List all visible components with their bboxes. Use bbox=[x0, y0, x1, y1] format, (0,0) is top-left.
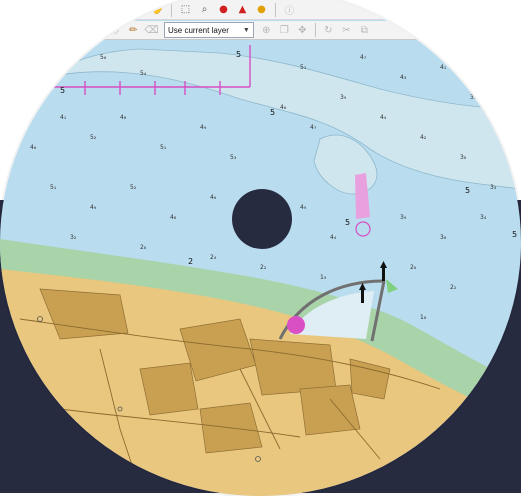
depth-label: 5 bbox=[345, 218, 350, 227]
depth-label: 5 bbox=[42, 86, 47, 95]
svg-text:3₆: 3₆ bbox=[440, 234, 447, 241]
toolbar-separator bbox=[275, 2, 276, 17]
svg-text:4₈: 4₈ bbox=[170, 214, 177, 221]
depth-label: 2 bbox=[188, 257, 193, 266]
svg-text:4₄: 4₄ bbox=[380, 114, 387, 121]
svg-text:4₆: 4₆ bbox=[210, 194, 217, 201]
selection-icon[interactable]: ⬚ bbox=[180, 4, 191, 15]
green-buoy bbox=[386, 279, 398, 293]
svg-text:2₆: 2₆ bbox=[410, 264, 417, 271]
svg-text:4₉: 4₉ bbox=[300, 204, 307, 211]
chevron-down-icon: ▼ bbox=[242, 26, 250, 34]
magenta-light-symbol bbox=[287, 316, 305, 334]
svg-text:5₆: 5₆ bbox=[100, 54, 107, 61]
svg-text:3₂: 3₂ bbox=[70, 234, 77, 241]
undo-icon[interactable]: ↶ bbox=[115, 4, 124, 15]
svg-text:3₉: 3₉ bbox=[470, 94, 477, 101]
svg-text:5₃: 5₃ bbox=[230, 154, 237, 161]
svg-text:4₁: 4₁ bbox=[440, 64, 447, 71]
edit-icon[interactable]: ✎ bbox=[93, 24, 102, 36]
center-hole bbox=[232, 189, 292, 249]
copy-icon[interactable]: ❐ bbox=[279, 24, 289, 36]
svg-text:4₇: 4₇ bbox=[360, 54, 367, 61]
svg-text:3₈: 3₈ bbox=[460, 154, 467, 161]
svg-text:5₄: 5₄ bbox=[140, 70, 147, 77]
shallow-water-shoal bbox=[39, 48, 521, 190]
node-icon[interactable]: ◇ bbox=[111, 24, 120, 36]
svg-text:4₇: 4₇ bbox=[310, 124, 317, 131]
depth-label: 5 bbox=[60, 86, 65, 95]
snap-icon[interactable]: ⊕ bbox=[262, 24, 271, 36]
layer-select-value: Use current layer bbox=[168, 25, 229, 35]
svg-text:5₂: 5₂ bbox=[90, 134, 97, 141]
pencil-icon[interactable]: ✏ bbox=[129, 24, 138, 36]
built-up-areas bbox=[39, 288, 391, 454]
harbour-pier bbox=[370, 280, 386, 342]
svg-text:4₆: 4₆ bbox=[30, 144, 37, 151]
magenta-area bbox=[355, 173, 370, 219]
info-icon[interactable]: ⓘ bbox=[284, 6, 295, 17]
svg-text:4₄: 4₄ bbox=[330, 234, 337, 241]
svg-text:2₂: 2₂ bbox=[260, 264, 267, 271]
depth-label: 5 bbox=[270, 108, 275, 117]
edit-toolbar: ✎ ◇ ✏ ⌫ Use current layer ▼ ⊕ ❐ ✥ ↻ ✂ ⧉ bbox=[0, 21, 521, 40]
move-icon[interactable]: ✥ bbox=[298, 24, 307, 36]
mooring-buoy-symbol bbox=[355, 221, 371, 237]
limit-line bbox=[40, 45, 251, 95]
layer-select[interactable]: Use current layer ▼ bbox=[164, 22, 254, 38]
toolbar-separator bbox=[171, 2, 172, 17]
svg-text:5₁: 5₁ bbox=[160, 144, 167, 151]
roads bbox=[19, 318, 441, 490]
harbour-basin bbox=[290, 291, 374, 339]
query-icon[interactable]: ⌕ bbox=[201, 4, 208, 15]
svg-text:5₁: 5₁ bbox=[300, 64, 307, 71]
svg-text:1₉: 1₉ bbox=[320, 274, 327, 281]
beacons bbox=[359, 261, 387, 303]
svg-text:5₁: 5₁ bbox=[50, 184, 57, 191]
svg-text:4₈: 4₈ bbox=[120, 114, 127, 121]
svg-text:4₉: 4₉ bbox=[200, 124, 207, 131]
svg-text:3₃: 3₃ bbox=[490, 184, 497, 191]
intertidal-zone bbox=[0, 239, 521, 419]
redo-icon[interactable]: ↷ bbox=[134, 4, 143, 15]
svg-text:4₁: 4₁ bbox=[60, 114, 67, 121]
warning-yellow-icon[interactable]: ● bbox=[257, 4, 266, 15]
svg-text:3₉: 3₉ bbox=[340, 94, 347, 101]
depth-label: 5 bbox=[465, 186, 470, 195]
warning-triangle-icon[interactable]: ▲ bbox=[238, 4, 247, 15]
svg-text:4₂: 4₂ bbox=[420, 134, 427, 141]
svg-text:3₄: 3₄ bbox=[480, 214, 487, 221]
svg-text:3₉: 3₉ bbox=[400, 214, 407, 221]
split-icon[interactable]: ✂ bbox=[342, 24, 351, 36]
depth-label: 5 bbox=[512, 230, 517, 239]
svg-text:1₈: 1₈ bbox=[420, 314, 427, 321]
rotate-icon[interactable]: ↻ bbox=[324, 24, 333, 36]
svg-text:2₄: 2₄ bbox=[210, 254, 217, 261]
depth-label: 5 bbox=[236, 50, 241, 59]
svg-text:5₂: 5₂ bbox=[130, 184, 137, 191]
svg-text:2₂: 2₂ bbox=[450, 284, 457, 291]
merge-icon[interactable]: ⧉ bbox=[360, 24, 368, 36]
eraser-icon[interactable]: ⌫ bbox=[144, 24, 159, 36]
svg-text:4₉: 4₉ bbox=[90, 204, 97, 211]
soundings: 4₁ 5₂ 4₈ 5₁ 4₉ 5₃ 4₆ 4₇ 3₉ 4₄ 4₂ 3₈ 5₁ 4₉ 5₂ 4₈ 4₆ 4… bbox=[30, 54, 497, 321]
toolbar-separator bbox=[314, 23, 316, 37]
svg-text:4₃: 4₃ bbox=[400, 74, 407, 81]
svg-text:2₈: 2₈ bbox=[140, 244, 147, 251]
main-toolbar: ↶ ↷ ✋ ⬚ ⌕ ● ▲ ● ⓘ bbox=[0, 0, 521, 20]
pan-hand-icon[interactable]: ✋ bbox=[151, 4, 164, 15]
svg-text:4₆: 4₆ bbox=[280, 104, 287, 111]
warning-red-icon[interactable]: ● bbox=[219, 4, 228, 15]
land-symbols bbox=[37, 316, 261, 462]
